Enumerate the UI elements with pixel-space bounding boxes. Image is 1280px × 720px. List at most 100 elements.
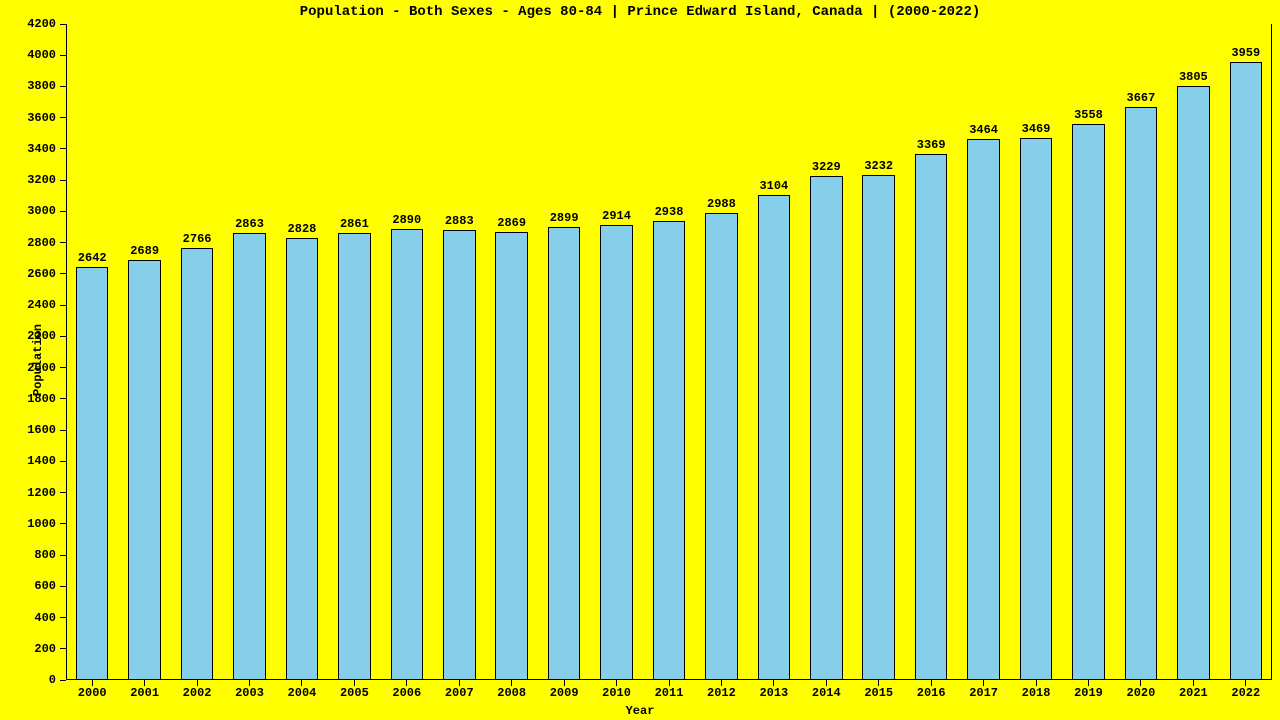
y-tick (60, 555, 66, 556)
bar-value-label: 2642 (78, 251, 107, 265)
bar-value-label: 2689 (130, 244, 159, 258)
bar (443, 230, 476, 680)
y-tick-label: 2600 (27, 267, 56, 281)
chart-title: Population - Both Sexes - Ages 80-84 | P… (0, 4, 1280, 20)
y-tick-label: 3600 (27, 111, 56, 125)
bar-value-label: 3232 (864, 159, 893, 173)
y-tick (60, 148, 66, 149)
y-tick (60, 680, 66, 681)
y-tick (60, 398, 66, 399)
x-tick-label: 2003 (235, 686, 264, 700)
bar-value-label: 3558 (1074, 108, 1103, 122)
y-tick (60, 55, 66, 56)
y-tick-label: 3200 (27, 173, 56, 187)
x-tick-label: 2012 (707, 686, 736, 700)
bar (128, 260, 161, 680)
bar (758, 195, 791, 680)
y-tick-label: 1000 (27, 517, 56, 531)
y-tick (60, 180, 66, 181)
x-tick-label: 2018 (1022, 686, 1051, 700)
bar-value-label: 2899 (550, 211, 579, 225)
bar (600, 225, 633, 680)
y-tick-label: 200 (34, 642, 56, 656)
x-tick-label: 2010 (602, 686, 631, 700)
x-tick-label: 2007 (445, 686, 474, 700)
y-tick-label: 1800 (27, 392, 56, 406)
y-tick-label: 800 (34, 548, 56, 562)
right-axis-line (1271, 24, 1272, 680)
bar-value-label: 2914 (602, 209, 631, 223)
y-tick (60, 242, 66, 243)
y-tick (60, 430, 66, 431)
y-tick-label: 2000 (27, 361, 56, 375)
y-tick (60, 117, 66, 118)
bar (1072, 124, 1105, 680)
bar (1020, 138, 1053, 680)
x-tick-label: 2011 (655, 686, 684, 700)
x-tick-label: 2004 (288, 686, 317, 700)
x-tick-label: 2005 (340, 686, 369, 700)
bar (862, 175, 895, 680)
y-tick (60, 86, 66, 87)
y-tick-label: 600 (34, 579, 56, 593)
y-tick-label: 1600 (27, 423, 56, 437)
y-tick-label: 4200 (27, 17, 56, 31)
x-tick-label: 2021 (1179, 686, 1208, 700)
bar-value-label: 2890 (392, 213, 421, 227)
bar-value-label: 2861 (340, 217, 369, 231)
bar-value-label: 2988 (707, 197, 736, 211)
bar-value-label: 2863 (235, 217, 264, 231)
y-tick-label: 2800 (27, 236, 56, 250)
bar (810, 176, 843, 680)
x-axis-label: Year (0, 704, 1280, 718)
y-tick (60, 367, 66, 368)
bar (915, 154, 948, 680)
bar (1230, 62, 1263, 680)
x-tick-label: 2000 (78, 686, 107, 700)
bar (495, 232, 528, 680)
bar-value-label: 3229 (812, 160, 841, 174)
x-tick-label: 2008 (497, 686, 526, 700)
y-tick-label: 0 (49, 673, 56, 687)
x-tick-label: 2001 (130, 686, 159, 700)
y-axis-line (66, 24, 67, 680)
y-tick-label: 400 (34, 611, 56, 625)
bar-value-label: 3805 (1179, 70, 1208, 84)
y-tick (60, 617, 66, 618)
y-tick-label: 1200 (27, 486, 56, 500)
x-tick-label: 2009 (550, 686, 579, 700)
bar (967, 139, 1000, 680)
y-tick (60, 492, 66, 493)
x-tick-label: 2020 (1127, 686, 1156, 700)
plot-area: 0200400600800100012001400160018002000220… (66, 24, 1272, 680)
y-tick (60, 523, 66, 524)
bar-value-label: 2883 (445, 214, 474, 228)
bar-value-label: 3369 (917, 138, 946, 152)
x-tick-label: 2015 (864, 686, 893, 700)
y-tick (60, 24, 66, 25)
bar-value-label: 2938 (655, 205, 684, 219)
y-tick-label: 1400 (27, 454, 56, 468)
bar (181, 248, 214, 680)
y-tick (60, 273, 66, 274)
x-tick-label: 2016 (917, 686, 946, 700)
y-tick-label: 2200 (27, 329, 56, 343)
bar-value-label: 3667 (1127, 91, 1156, 105)
y-tick-label: 3000 (27, 204, 56, 218)
y-tick-label: 2400 (27, 298, 56, 312)
bar (705, 213, 738, 680)
bar (338, 233, 371, 680)
x-tick-label: 2013 (759, 686, 788, 700)
bar (548, 227, 581, 680)
y-tick (60, 211, 66, 212)
bar-value-label: 2766 (183, 232, 212, 246)
bar (653, 221, 686, 680)
y-tick (60, 586, 66, 587)
y-tick (60, 648, 66, 649)
x-tick-label: 2022 (1231, 686, 1260, 700)
bar (1125, 107, 1158, 680)
bar (286, 238, 319, 680)
bar-value-label: 3104 (759, 179, 788, 193)
y-tick-label: 4000 (27, 48, 56, 62)
x-tick-label: 2006 (392, 686, 421, 700)
